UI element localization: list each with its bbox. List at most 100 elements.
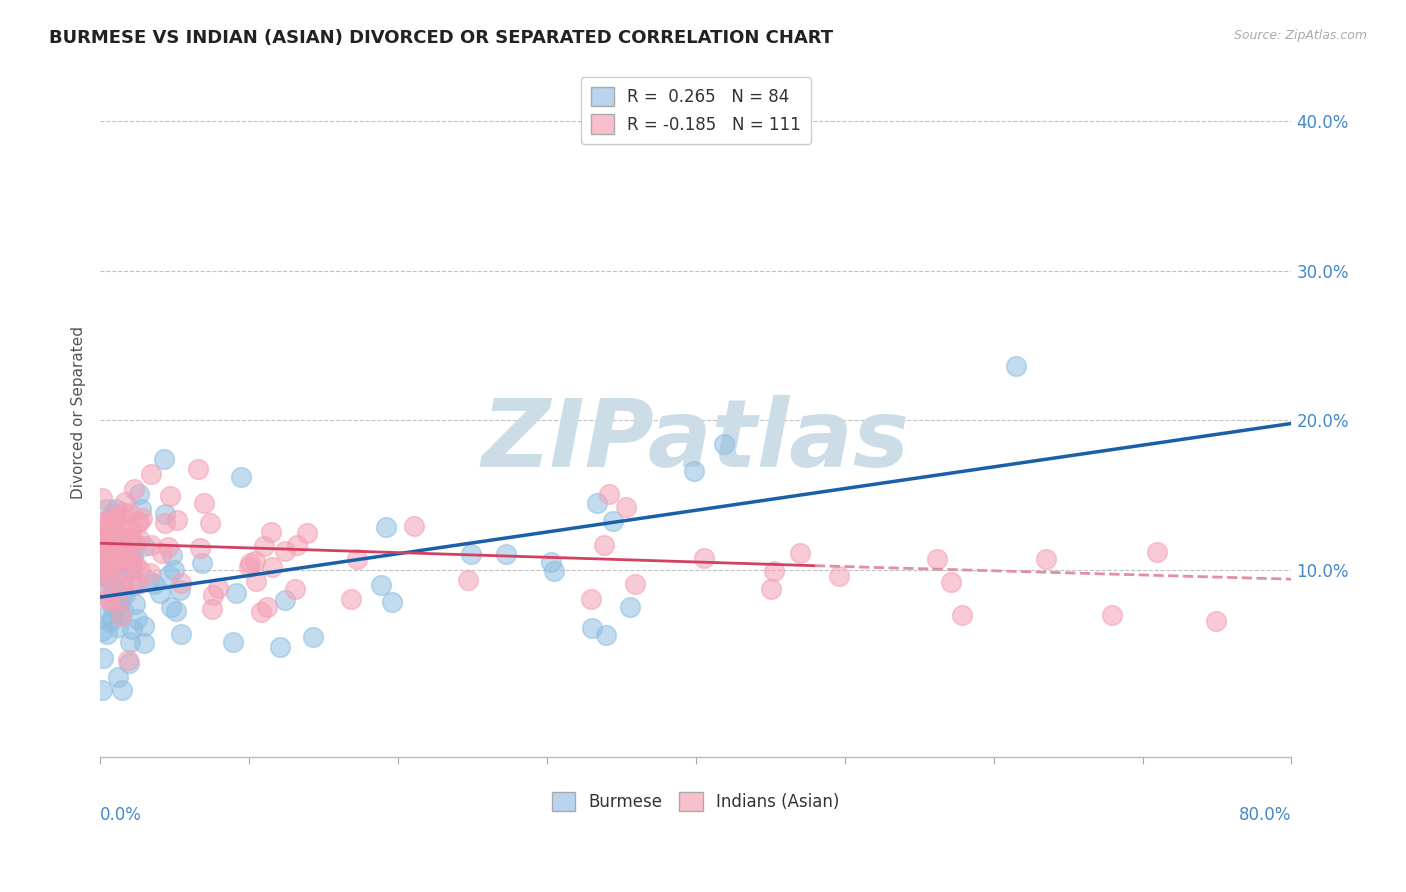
Point [581,620,603,634]
Point [274,543,297,558]
Point [460,547,482,561]
Point [693,550,716,565]
Point [108,607,131,621]
Point [107,620,129,634]
Point [111,683,134,698]
Point [346,551,368,566]
Point [107,536,129,550]
Point [96,537,118,551]
Point [93,540,115,554]
Point [160,549,183,563]
Point [97,513,120,527]
Point [111,548,134,562]
Point [250,605,273,619]
Point [602,515,624,529]
Point [115,549,138,564]
Point [149,586,172,600]
Point [713,437,735,451]
Point [101,556,124,570]
Point [110,546,132,560]
Point [165,603,187,617]
Point [121,556,143,570]
Point [122,578,145,592]
Point [101,578,124,592]
Point [540,555,562,569]
Point [93,587,115,601]
Point [624,577,647,591]
Point [202,589,225,603]
Point [101,560,124,574]
Point [107,549,129,564]
Point [90,569,112,583]
Text: 0.0%: 0.0% [100,805,142,823]
Point [112,575,135,590]
Point [128,516,150,530]
Point [188,541,211,555]
Point [225,586,247,600]
Point [128,533,150,547]
Point [101,599,124,614]
Point [111,578,134,592]
Point [160,600,183,615]
Text: BURMESE VS INDIAN (ASIAN) DIVORCED OR SEPARATED CORRELATION CHART: BURMESE VS INDIAN (ASIAN) DIVORCED OR SE… [49,29,834,46]
Y-axis label: Divorced or Separated: Divorced or Separated [72,326,86,500]
Point [243,554,266,568]
Point [245,574,267,589]
Point [1101,607,1123,622]
Point [253,539,276,553]
Point [284,582,307,597]
Point [155,516,177,531]
Point [91,624,114,638]
Point [97,556,120,570]
Point [762,564,785,578]
Point [98,615,121,629]
Point [90,491,112,505]
Point [90,541,112,556]
Point [1035,551,1057,566]
Point [96,502,118,516]
Point [110,517,132,532]
Point [142,577,165,591]
Point [925,551,948,566]
Point [169,626,191,640]
Point [157,568,180,582]
Point [222,634,245,648]
Point [370,578,392,592]
Point [90,567,112,582]
Point [759,582,782,596]
Point [139,538,162,552]
Point [153,507,176,521]
Point [122,482,145,496]
Point [91,583,114,598]
Point [121,558,143,572]
Point [153,452,176,467]
Point [101,538,124,552]
Point [93,516,115,530]
Point [683,464,706,478]
Point [592,538,614,552]
Point [127,515,149,529]
Point [103,553,125,567]
Point [193,496,215,510]
Point [1205,614,1227,628]
Point [105,527,128,541]
Point [260,524,283,539]
Point [579,592,602,607]
Point [104,502,127,516]
Point [134,539,156,553]
Point [619,600,641,615]
Point [139,467,162,482]
Point [107,670,129,684]
Point [124,597,146,611]
Point [120,562,142,576]
Point [260,560,283,574]
Point [105,557,128,571]
Point [90,533,112,548]
Point [108,509,131,524]
Point [101,610,124,624]
Point [96,566,118,580]
Text: Source: ZipAtlas.com: Source: ZipAtlas.com [1233,29,1367,42]
Point [91,526,114,541]
Point [93,535,115,549]
Point [103,542,125,557]
